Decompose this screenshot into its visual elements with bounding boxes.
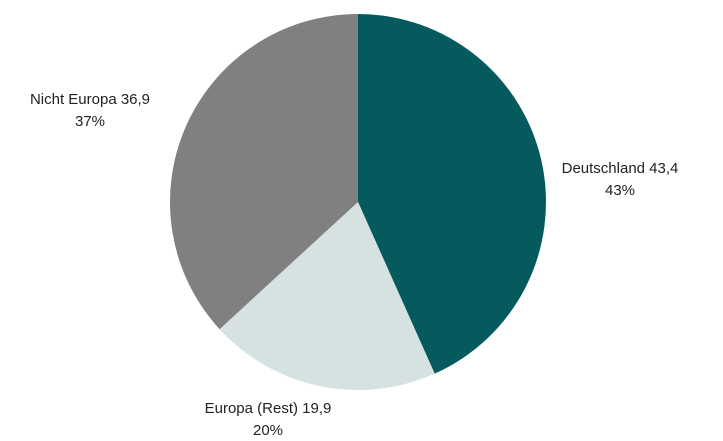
pie-slice-deutschland bbox=[358, 14, 546, 374]
slice-name-value-label: Nicht Europa 36,9 bbox=[30, 91, 150, 108]
slice-name-value-label: Europa (Rest) 19,9 bbox=[205, 400, 332, 417]
slice-percent-label: 37% bbox=[75, 113, 105, 130]
slice-label: Nicht Europa 36,9 37% bbox=[30, 91, 150, 130]
pie-slices bbox=[170, 14, 546, 390]
slice-label: Deutschland 43,4 43% bbox=[562, 160, 679, 199]
slice-percent-label: 43% bbox=[605, 182, 635, 199]
slice-name-value-label: Deutschland 43,4 bbox=[562, 160, 679, 177]
pie-labels: Deutschland 43,4 43% Europa (Rest) 19,9 20%… bbox=[30, 91, 678, 439]
slice-label: Europa (Rest) 19,9 20% bbox=[205, 400, 332, 439]
slice-percent-label: 20% bbox=[253, 422, 283, 439]
pie-slice-nicht-europa bbox=[170, 14, 358, 330]
pie-slice-europa-rest bbox=[219, 202, 435, 390]
